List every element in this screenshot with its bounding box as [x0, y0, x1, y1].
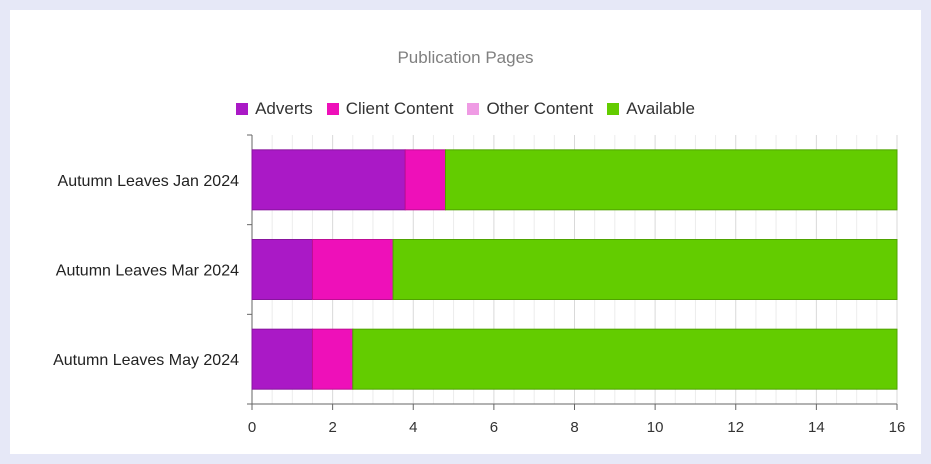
x-tick-label: 8 — [570, 419, 578, 436]
chart-title: Publication Pages — [397, 48, 534, 67]
legend-item[interactable]: Adverts — [236, 99, 313, 119]
legend-item[interactable]: Client Content — [326, 99, 454, 119]
legend-swatch — [236, 103, 249, 115]
legend-swatch — [326, 103, 339, 115]
legend-label: Client Content — [345, 99, 454, 118]
bar-segment[interactable] — [445, 149, 898, 211]
legend-item[interactable]: Available — [607, 99, 695, 119]
bar-segment[interactable] — [404, 149, 446, 211]
x-tick-label: 14 — [808, 419, 825, 436]
legend-swatch — [467, 103, 480, 115]
legend-swatch — [607, 103, 620, 115]
legend-label: Adverts — [255, 99, 313, 118]
bar-segment[interactable] — [251, 239, 313, 300]
category-label: Autumn Leaves Jan 2024 — [58, 173, 240, 190]
x-tick-label: 0 — [248, 419, 256, 436]
legend-label: Other Content — [486, 99, 594, 118]
legend-item[interactable]: Other Content — [467, 99, 593, 119]
x-tick-label: 12 — [727, 419, 744, 436]
chart-legend: Adverts Client Content Other Content Availa… — [10, 99, 921, 119]
x-tick-label: 16 — [889, 419, 906, 436]
bar-segment[interactable] — [311, 328, 354, 390]
legend-label: Available — [626, 99, 695, 118]
bar-segment[interactable] — [311, 239, 394, 300]
bar-segment[interactable] — [251, 149, 406, 211]
x-tick-label: 10 — [647, 419, 664, 436]
x-tick-label: 6 — [490, 419, 498, 436]
category-label: Autumn Leaves Mar 2024 — [56, 263, 239, 280]
bar-segment[interactable] — [251, 328, 313, 390]
bar-segment[interactable] — [392, 239, 898, 300]
category-label: Autumn Leaves May 2024 — [53, 352, 239, 369]
bar-segment[interactable] — [352, 328, 898, 390]
x-tick-label: 2 — [328, 419, 336, 436]
x-tick-label: 4 — [409, 419, 417, 436]
